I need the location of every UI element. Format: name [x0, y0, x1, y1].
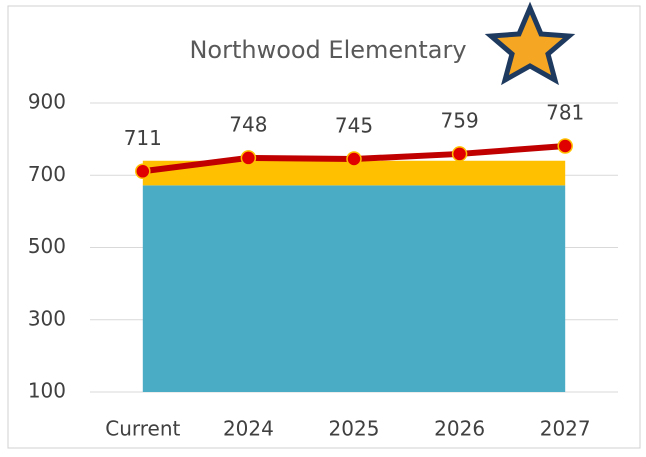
- y-tick-label: 700: [28, 162, 66, 186]
- y-tick-label: 900: [28, 90, 66, 114]
- x-tick-label: Current: [105, 417, 180, 441]
- x-tick-label: 2026: [434, 417, 485, 441]
- point: [346, 151, 362, 167]
- point: [135, 163, 151, 180]
- point: [240, 150, 257, 166]
- data-label: 781: [546, 100, 584, 124]
- x-tick-label: 2025: [329, 417, 380, 441]
- area: [142, 160, 566, 186]
- data-label: 748: [229, 112, 267, 136]
- data-label: 745: [335, 113, 373, 137]
- area: [142, 185, 566, 392]
- point: [451, 146, 468, 162]
- point: [557, 138, 573, 154]
- y-tick-label: 500: [28, 234, 66, 258]
- x-tick-label: 2027: [540, 417, 591, 441]
- x-tick-label: 2024: [223, 417, 274, 441]
- y-tick-label: 300: [28, 306, 66, 330]
- data-label: 759: [441, 108, 479, 132]
- y-tick-label: 100: [28, 379, 66, 403]
- star-icon: [484, 1, 576, 86]
- data-label: 711: [124, 126, 162, 150]
- chart-title: Northwood Elementary: [189, 36, 466, 64]
